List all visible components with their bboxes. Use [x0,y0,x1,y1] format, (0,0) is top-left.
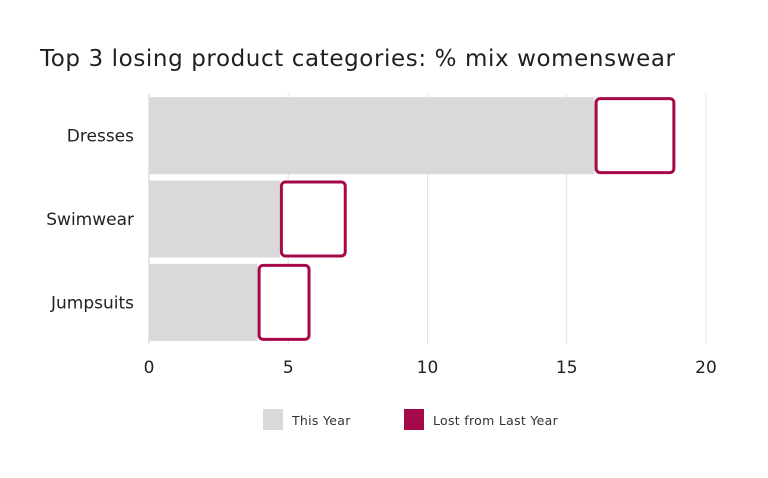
bar-this-year-swimwear [149,180,280,258]
bar-lost-from-last-year-swimwear [279,180,347,258]
legend: This Year Lost from Last Year [263,409,559,430]
category-labels: Dresses Swimwear Jumpsuits [46,127,134,314]
legend-label-this-year: This Year [291,413,351,428]
chart-title: Top 3 losing product categories: % mix w… [39,46,676,72]
bar-this-year-dresses [149,97,595,175]
x-tick-label-0: 0 [144,358,155,378]
x-tick-label-15: 15 [556,358,578,378]
x-tick-label-5: 5 [283,358,294,378]
legend-swatch-lost-from-last-year [404,409,424,430]
category-label-swimwear: Swimwear [46,210,134,230]
category-label-dresses: Dresses [67,127,134,147]
bar-lost-from-last-year-jumpsuits [257,263,311,341]
bars [149,97,676,341]
bar-lost-from-last-year-dresses [594,97,676,175]
x-tick-label-20: 20 [695,358,717,378]
x-axis-ticks: 0 5 10 15 20 [144,358,717,378]
bar-this-year-jumpsuits [149,263,258,341]
x-tick-label-10: 10 [417,358,439,378]
legend-label-lost-from-last-year: Lost from Last Year [433,413,559,428]
category-label-jumpsuits: Jumpsuits [50,293,134,313]
legend-swatch-this-year [263,409,283,430]
